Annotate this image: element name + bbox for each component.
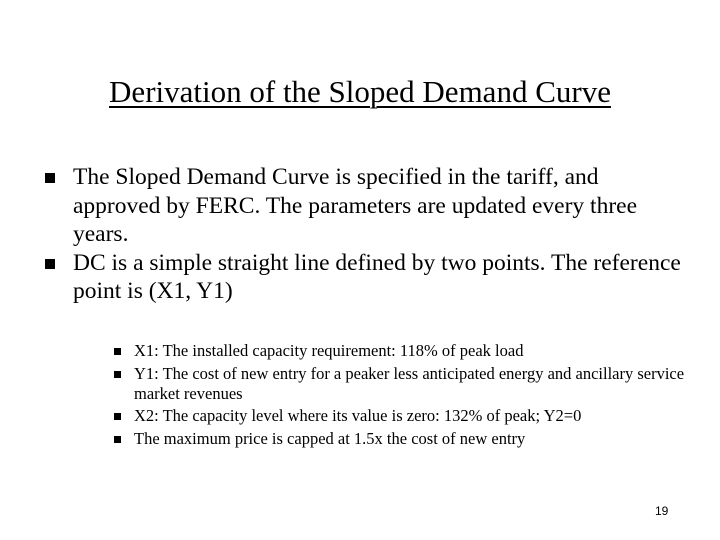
page-number: 19 — [655, 504, 669, 518]
sub-bullet-item: X1: The installed capacity requirement: … — [114, 341, 704, 361]
bullet-text: The Sloped Demand Curve is specified in … — [73, 164, 637, 247]
sub-bullet-list: X1: The installed capacity requirement: … — [114, 341, 704, 451]
square-bullet-icon — [114, 370, 121, 378]
sub-bullet-text: X2: The capacity level where its value i… — [134, 406, 582, 425]
sub-bullet-item: The maximum price is capped at 1.5x the … — [114, 429, 704, 449]
sub-bullet-item: X2: The capacity level where its value i… — [114, 406, 704, 426]
square-bullet-icon — [114, 348, 121, 355]
sub-bullet-text: Y1: The cost of new entry for a peaker l… — [134, 363, 685, 403]
main-bullet-list: The Sloped Demand Curve is specified in … — [45, 163, 685, 306]
bullet-text: DC is a simple straight line defined by … — [73, 249, 681, 305]
square-bullet-icon — [114, 413, 121, 420]
bullet-item: The Sloped Demand Curve is specified in … — [45, 163, 685, 249]
sub-bullet-text: The maximum price is capped at 1.5x the … — [134, 428, 526, 448]
sub-bullet-text: X1: The installed capacity requirement: … — [134, 341, 524, 360]
square-bullet-icon — [45, 173, 55, 183]
slide-title: Derivation of the Sloped Demand Curve — [0, 72, 720, 112]
bullet-item: DC is a simple straight line defined by … — [45, 249, 685, 306]
sub-bullet-item: Y1: The cost of new entry for a peaker l… — [114, 364, 704, 404]
square-bullet-icon — [114, 435, 121, 443]
slide-title-text: Derivation of the Sloped Demand Curve — [109, 74, 611, 109]
square-bullet-icon — [45, 258, 55, 269]
